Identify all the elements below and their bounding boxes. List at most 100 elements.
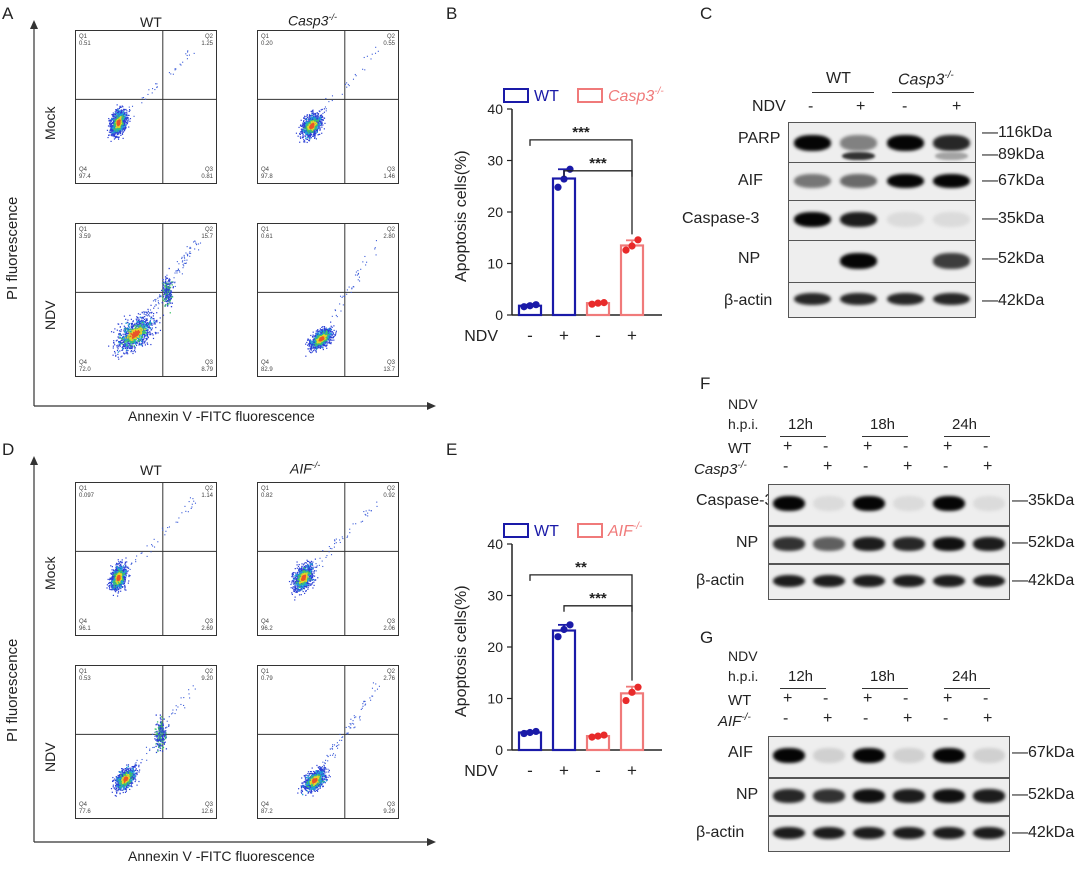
panel-letter-c: C [700,4,713,23]
blot-f-row-3-band-1 [773,574,805,588]
blot-f-hpi-label: h.p.i. [728,416,759,432]
flow-d-dots-1 [76,483,216,635]
chart-b-point-1-3 [532,301,540,309]
blot-f-kda-2: —52kDa [1012,534,1075,551]
chart-e-xsign-4: + [627,761,637,780]
blot-f-row-3-band-3 [853,574,885,588]
chart-b-point-4-1 [622,246,630,254]
blot-g-kda-3: —42kDa [1012,824,1075,841]
flow-d-quad-q3-2: Q3 2.06 [383,619,395,632]
blot-f-row-1-band-3 [853,496,885,512]
flow-d-quad-q2-2: Q2 0.92 [383,486,395,499]
chart-e-point-1-1 [520,729,528,738]
blot-c-row-4-band-4 [933,252,971,269]
blot-f-wt-sign-1: + [783,438,793,455]
blot-g-label-2: NP [736,786,759,803]
blot-c-group-ko: Casp3-/- [898,70,954,89]
blot-g-ko-sign-5: - [943,710,949,727]
blot-f-row-1-band-2 [813,496,845,512]
blot-f-ko-sign-2: + [823,458,833,475]
blot-g-row-1-band-6 [973,748,1005,764]
chart-b-ytick-label-10: 10 [487,256,503,272]
flow-d-quad-q3-4: Q3 9.29 [383,802,395,815]
chart-e-point-4-1 [622,696,630,705]
blot-f-row-2-band-1 [773,537,805,551]
blot-f-kda-3: —42kDa [1012,572,1075,589]
flow-d-quad-q4-4: Q4 87.2 [261,802,273,815]
blot-f-time-underline-2 [862,436,908,437]
chart-b-point-3-3 [600,299,608,307]
blot-g-ko-sign-4: + [903,710,913,727]
blot-f-row-3-band-2 [813,574,845,588]
chart-e-xsign-3: - [595,761,601,780]
chart-e-ytick-label-40: 40 [487,536,503,552]
chart-e-legend-swatch-wt [503,523,529,538]
panel-letter-g: G [700,628,714,647]
bar-chart-e: 0 10 20 30 40 Apoptosis cells(%) - + - + NDV WT AIF-… [453,521,662,780]
flow-a-plot-2: Q1 0.20 Q2 0.55 Q4 97.8 Q3 1.46 [257,30,399,184]
chart-e-ytick-label-20: 20 [487,639,503,655]
chart-b-bar-4 [619,244,645,317]
chart-b-point-4-2 [628,242,636,250]
blot-c-row-5-band-3 [886,292,924,306]
flow-a-quad-q1-1: Q1 0.51 [79,34,91,47]
blot-g-time-3: 24h [952,668,978,685]
blot-c-row-5-band-4 [933,292,971,306]
flow-col-wt-a: WT [140,14,162,30]
blot-g-time-underline-3 [944,688,990,689]
blot-c-row-4 [788,240,976,284]
chart-e-point-1-2 [526,728,534,737]
flow-d-quad-q2-4: Q2 2.76 [383,669,395,682]
flow-a-quad-q1-4: Q1 0.61 [261,227,273,240]
blot-f-ko-sign-1: - [783,458,789,475]
flow-d-plot-1: Q1 0.097 Q2 1.14 Q4 96.1 Q3 2.69 [75,482,217,636]
blot-c-row-1-band-3 [886,134,924,151]
bar-chart-b: 0 10 20 30 40 Apoptosis cells(%) - + - + NDV WT Casp… [453,86,664,345]
blot-f-row-2-band-6 [973,537,1005,551]
blot-f-row-1 [768,484,1010,526]
flow-a-quad-q3-4: Q3 13.7 [383,360,395,373]
blot-f-ko-sign-3: - [863,458,869,475]
blot-c-row-3-band-2 [840,212,878,228]
blot-c-kda-3: —35kDa [982,210,1045,227]
flow-a-quad-q4-1: Q4 97.4 [79,167,91,180]
blot-c-sign-3: - [902,98,908,115]
chart-b-sig-2: *** [589,155,607,172]
blot-c-sign-4: + [952,98,962,115]
blot-g-ko-label: AIF-/- [718,712,751,730]
blot-f-row-3-band-6 [973,574,1005,588]
blot-c-ndv-label: NDV [752,98,786,115]
flow-xlabel-d: Annexin V -FITC fluorescence [128,848,315,864]
flow-row-ndv-a: NDV [42,300,58,330]
blot-f-row-1-band-6 [973,496,1005,512]
panel-letter-b: B [446,4,458,23]
blot-c-row-1-band-cleaved-2 [842,151,876,160]
chart-e-point-2-3 [566,621,574,629]
blot-f-wt-sign-5: + [943,438,953,455]
blot-g-row-1-band-5 [933,748,965,764]
blot-c-row-1-band-cleaved-4 [935,151,969,160]
blot-g-wt-sign-4: - [903,690,909,707]
blot-c-row-1-band-2 [840,134,878,151]
blot-c-row-3 [788,200,976,242]
blot-f-row-2-band-2 [813,537,845,551]
chart-e-ytick-label-30: 30 [487,588,503,604]
chart-b-ytick-label-20: 20 [487,204,503,220]
flow-a-plot-1: Q1 0.51 Q2 1.25 Q4 97.4 Q3 0.81 [75,30,217,184]
blot-g-row-2 [768,778,1010,816]
chart-e-bar-2 [551,629,577,752]
chart-b-sig-1: *** [572,124,590,141]
blot-f-ko-sign-4: + [903,458,913,475]
flow-d-quad-q2-3: Q2 9.20 [201,669,213,682]
flow-a-quad-q2-4: Q2 2.80 [383,227,395,240]
chart-e-point-2-1 [554,633,562,641]
chart-e-sig-bracket-2 [563,605,633,612]
blot-g-row-2-band-6 [973,789,1005,803]
chart-b-point-3-2 [594,299,602,307]
blot-f-wt-sign-4: - [903,438,909,455]
blot-f-wt-sign-6: - [983,438,989,455]
blot-f-ndv-label: NDV [728,396,758,412]
blot-c-row-2-band-4 [933,173,971,189]
flow-row-mock-a: Mock [42,106,58,140]
blot-g-kda-1: —67kDa [1012,744,1075,761]
